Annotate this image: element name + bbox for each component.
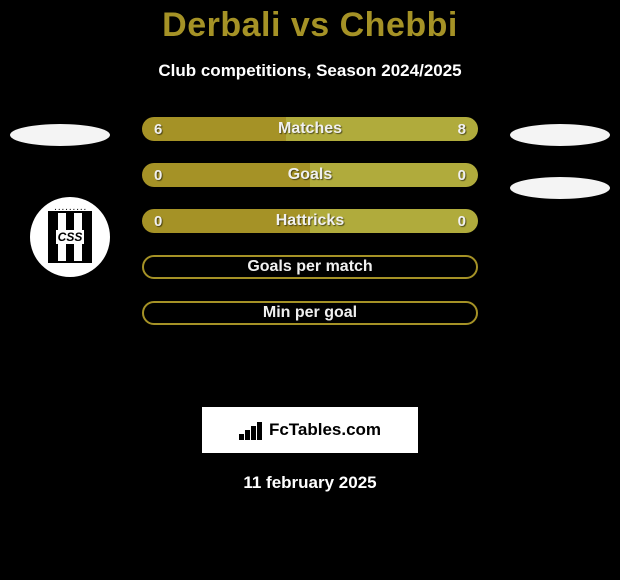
club-photo-right <box>510 177 610 199</box>
stat-row: Matches6 8 <box>142 117 478 141</box>
page-title: Derbali vs Chebbi <box>0 0 620 45</box>
stat-label: Goals <box>142 163 478 187</box>
subtitle: Club competitions, Season 2024/2025 <box>0 61 620 81</box>
stat-row: Hattricks0 0 <box>142 209 478 233</box>
stat-value-right: 0 <box>446 209 478 233</box>
stats-area: · · · · · · · · · CSS Matches68Goals00Ha… <box>0 117 620 407</box>
stat-row-empty: Min per goal <box>142 301 478 325</box>
club-badge-arc-text: · · · · · · · · · <box>54 207 85 214</box>
player-photo-left <box>10 124 110 146</box>
club-badge-left: · · · · · · · · · CSS <box>30 197 110 277</box>
club-badge-initials: CSS <box>56 230 85 244</box>
stat-label: Hattricks <box>142 209 478 233</box>
stat-label: Min per goal <box>142 301 478 325</box>
stat-value-right: 8 <box>446 117 478 141</box>
comparison-card: Derbali vs Chebbi Club competitions, Sea… <box>0 0 620 580</box>
title-text: Derbali vs Chebbi <box>162 6 458 44</box>
stat-label: Matches <box>142 117 478 141</box>
stat-label: Goals per match <box>142 255 478 279</box>
watermark: FcTables.com <box>202 407 418 453</box>
player-photo-right <box>510 124 610 146</box>
date-label: 11 february 2025 <box>0 473 620 493</box>
stat-value-left: 0 <box>142 163 174 187</box>
stat-value-right: 0 <box>446 163 478 187</box>
stat-row: Goals0 0 <box>142 163 478 187</box>
stat-rows: Matches68Goals00Hattricks00Goals per mat… <box>142 117 478 325</box>
bar-chart-icon <box>239 420 263 440</box>
stat-row-empty: Goals per match <box>142 255 478 279</box>
stat-value-left: 0 <box>142 209 174 233</box>
stat-value-left: 6 <box>142 117 174 141</box>
watermark-text: FcTables.com <box>269 420 381 440</box>
